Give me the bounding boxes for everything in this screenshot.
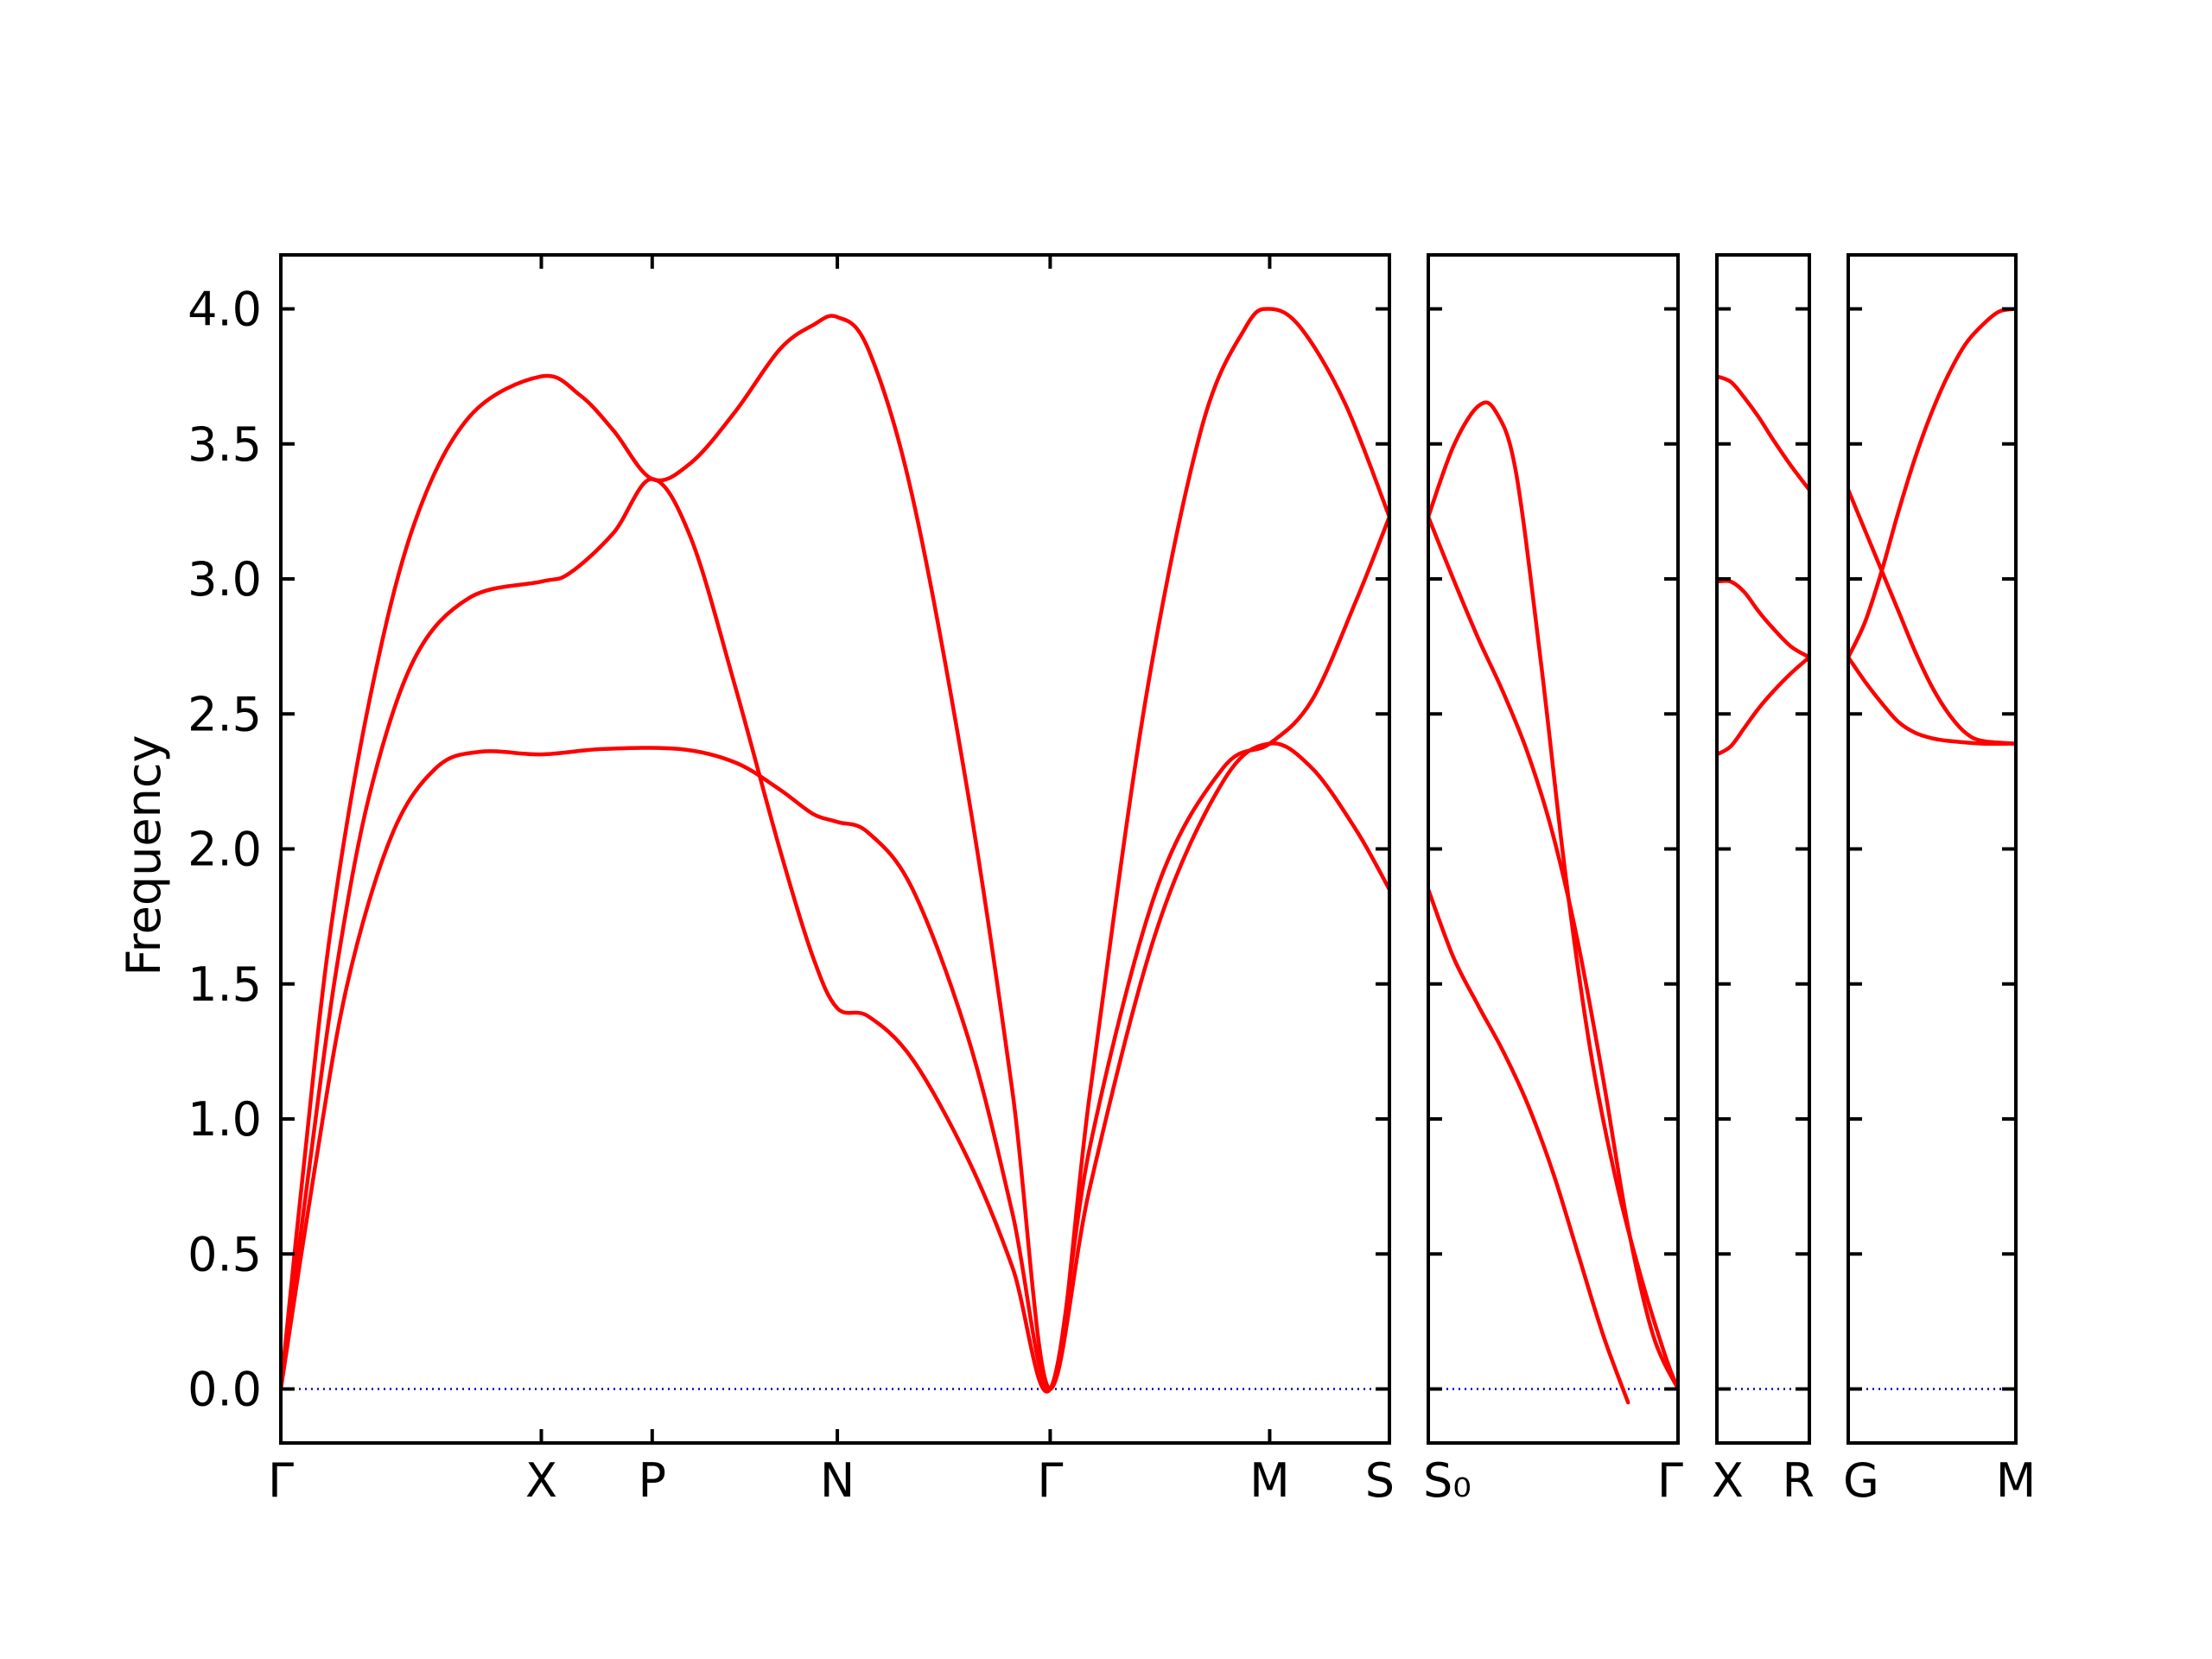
x-tick-label: S₀ bbox=[1423, 1453, 1471, 1508]
x-tick-label: Γ bbox=[1657, 1453, 1683, 1508]
panel-frame bbox=[1715, 253, 1811, 1445]
panel-1 bbox=[279, 253, 1391, 1445]
band-line-1 bbox=[1717, 655, 1809, 757]
panel-2 bbox=[1427, 253, 1680, 1445]
band-line-1 bbox=[1848, 655, 2016, 747]
band-line-3 bbox=[1848, 307, 2016, 659]
y-tick-label: 1.0 bbox=[188, 1092, 262, 1147]
x-tick-label: P bbox=[639, 1453, 667, 1508]
panel-4 bbox=[1847, 253, 2018, 1445]
y-tick-label: 4.0 bbox=[188, 283, 262, 337]
band-line-2 bbox=[281, 477, 1389, 1394]
y-axis-label: Frequency bbox=[117, 735, 171, 976]
panel-frame bbox=[1427, 253, 1680, 1445]
y-tick-label: 0.0 bbox=[188, 1363, 262, 1417]
y-tick-label: 3.5 bbox=[188, 417, 262, 472]
bands bbox=[1848, 307, 2016, 747]
band-line-3 bbox=[1717, 374, 1809, 493]
x-tick-label: X bbox=[525, 1453, 557, 1508]
panel-3 bbox=[1715, 253, 1811, 1445]
bands bbox=[1428, 400, 1678, 1405]
x-tick-label: M bbox=[1249, 1453, 1290, 1508]
band-line-2 bbox=[1428, 514, 1678, 1391]
panel-frame bbox=[1847, 253, 2018, 1445]
band-line-1 bbox=[1428, 887, 1630, 1405]
x-tick-label: R bbox=[1782, 1453, 1815, 1508]
band-line-3 bbox=[1428, 400, 1678, 1391]
y-tick-label: 2.0 bbox=[188, 823, 262, 877]
x-tick-label: N bbox=[820, 1453, 855, 1508]
x-tick-label: Γ bbox=[1037, 1453, 1063, 1508]
x-tick-label: Γ bbox=[268, 1453, 294, 1508]
band-line-1 bbox=[281, 741, 1389, 1391]
band-line-2 bbox=[1717, 578, 1809, 659]
band-line-3 bbox=[281, 307, 1389, 1391]
x-tick-label: G bbox=[1843, 1453, 1879, 1508]
y-tick-label: 2.5 bbox=[188, 687, 262, 741]
y-tick-label: 1.5 bbox=[188, 957, 262, 1012]
y-tick-label: 0.5 bbox=[188, 1227, 262, 1281]
band-line-2 bbox=[1848, 487, 2016, 746]
x-tick-label: X bbox=[1712, 1453, 1744, 1508]
bands bbox=[281, 307, 1389, 1394]
y-tick-label: 3.0 bbox=[188, 552, 262, 607]
x-tick-label: M bbox=[1996, 1453, 2037, 1508]
x-tick-label: S bbox=[1365, 1453, 1395, 1508]
panel-frame bbox=[279, 253, 1391, 1445]
bands bbox=[1717, 374, 1809, 757]
